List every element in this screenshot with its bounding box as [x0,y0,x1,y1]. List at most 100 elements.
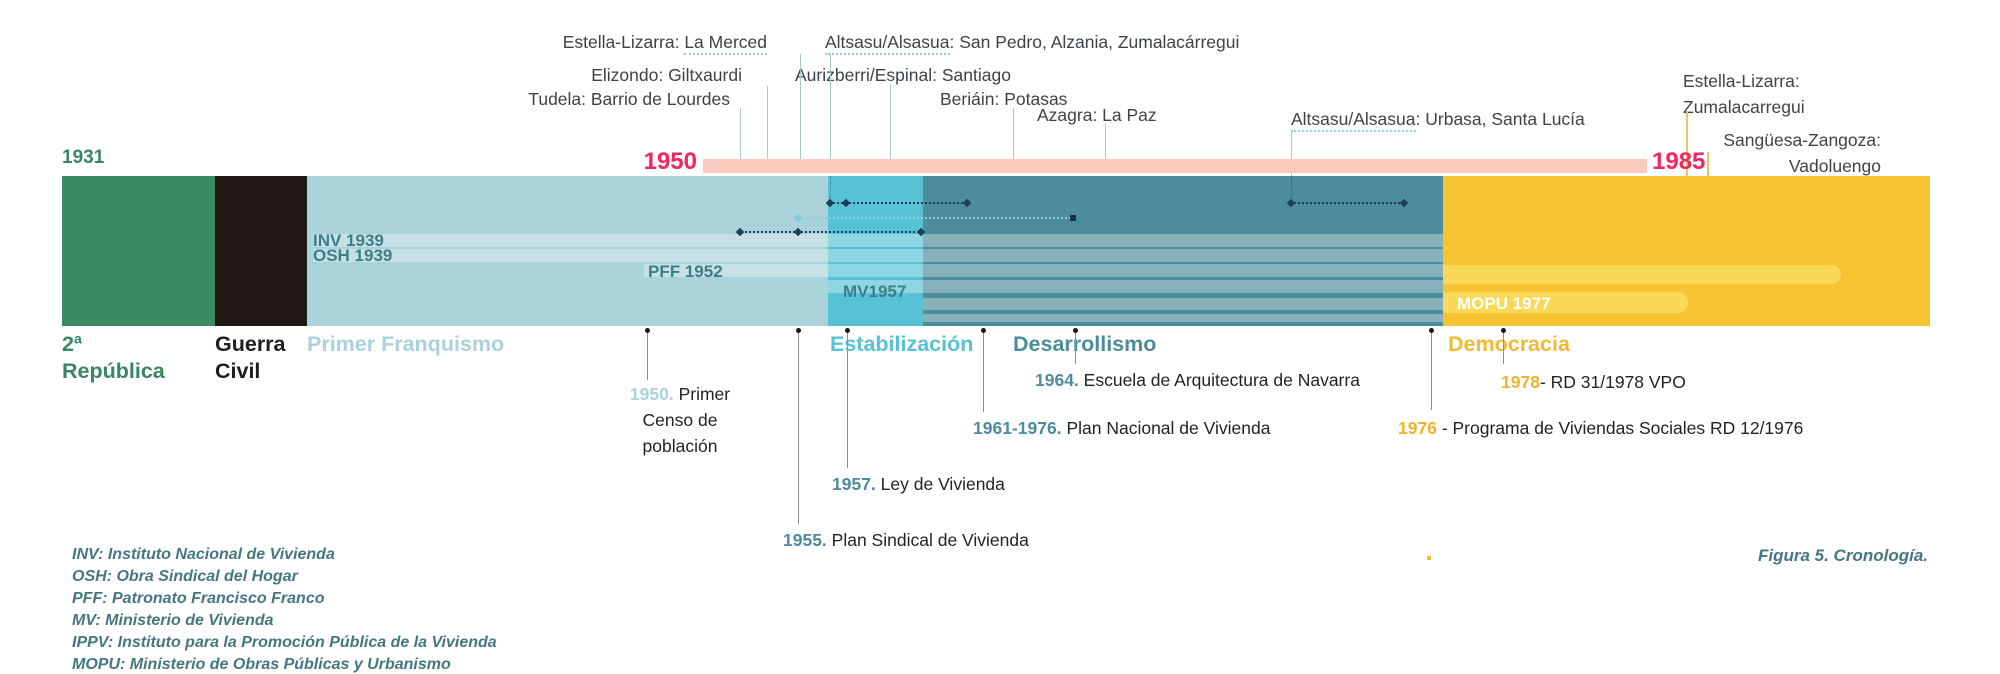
range-stub-line [1291,176,1292,202]
annotation-altsasu-urbasa: Altsasu/Alsasua: Urbasa, Santa Lucía [1291,109,1585,132]
event-1978-vpo: 1978- RD 31/1978 VPO [1501,369,1686,395]
range-end-label: 1985 [1652,148,1706,175]
event-text: - RD 31/1978 VPO [1539,372,1686,392]
period-label-line: Civil [215,359,261,383]
annotation-text: Zumalacarregui [1683,97,1805,117]
event-year: 1961-1976. [973,418,1062,438]
connector-line [1707,152,1709,176]
event-dot [845,328,850,333]
annotation-estella-la-merced: Estella-Lizarra: La Merced [563,32,767,55]
legend-item-ippv: IPPV: Instituto para la Promoción Públic… [72,634,497,651]
institution-label-inv: INV 1939 [313,231,384,250]
event-line [847,330,848,468]
event-line [1503,330,1504,364]
annotation-text: Vadoluengo [1788,156,1881,176]
range-marker [1070,215,1076,221]
event-1950-censo: 1950. Primer Censo de población [600,381,760,459]
legend-item-mopu: MOPU: Ministerio de Obras Públicas y Urb… [72,656,451,673]
period-label-primer-franquismo: Primer Franquismo [307,332,505,356]
event-1955-plan-sindical: 1955. Plan Sindical de Vivienda [783,527,1029,553]
range-stub-line [830,176,831,202]
range-dotted-line [798,217,1075,219]
event-text-line: 1950. Primer [600,381,760,407]
event-year: 1950. [629,384,674,404]
institution-stripe-pff [644,264,1443,277]
range-dotted-line [740,231,923,233]
event-dot [1073,328,1078,333]
range-band [703,159,1647,173]
annotation-aurizberri: Aurizberri/Espinal: Santiago [795,65,1011,85]
event-year: 1978 [1501,372,1540,392]
connector-line [1105,124,1106,159]
annotation-text: Sangüesa-Zangoza: [1723,130,1881,150]
period-label-desarrollismo: Desarrollismo [1013,332,1157,356]
annotation-highlight: Altsasu/Alsasua [1291,109,1416,132]
figure-caption: Figura 5. Cronología. [1757,546,1928,565]
annotation-highlight: Altsasu/Alsasua [825,32,950,55]
institution-stripe [923,298,1443,310]
event-line [983,330,984,412]
event-dot [1501,328,1506,333]
institution-label-osh: OSH 1939 [313,246,393,265]
connector-line [1686,112,1688,176]
legend-item-mv: MV: Ministerio de Vivienda [72,612,274,629]
legend-item-osh: OSH: Obra Sindical del Hogar [72,568,298,585]
event-text-line: Censo de [642,410,718,430]
event-text: Primer [678,384,731,404]
event-year: 1976 [1398,418,1437,438]
annotation-text: : Urbasa, Santa Lucía [1415,109,1585,129]
connector-line [830,54,831,159]
annotation-beriain: Beriáin: Potasas [940,89,1068,109]
legend-item-inv: INV: Instituto Nacional de Vivienda [72,546,335,563]
event-line [1075,330,1076,364]
annotation-sanguesa: Sangüesa-Zangoza: Vadoluengo [1723,127,1881,179]
period-segment-desarrollismo [923,176,1443,326]
event-text-line: población [642,436,718,456]
event-1976-programa: 1976 - Programa de Viviendas Sociales RD… [1398,415,1803,441]
connector-line [767,86,768,159]
event-year: 1957. [832,474,876,494]
institution-label-mv: MV1957 [843,282,907,301]
institution-stripe-mv [828,280,1443,293]
annotation-highlight: La Merced [684,32,767,55]
connector-line [1013,108,1014,159]
annotation-azagra: Azagra: La Paz [1037,105,1157,125]
institution-stripe [923,314,1443,322]
event-dot [981,328,986,333]
connector-line [890,84,891,159]
event-text: Escuela de Arquitectura de Navarra [1083,370,1360,390]
range-start-label: 1950 [643,148,697,175]
period-label-democracia: Democracia [1448,332,1570,356]
event-year: 1964. [1035,370,1079,390]
period-label-line: Guerra [215,332,286,356]
event-text: Plan Sindical de Vivienda [831,530,1029,550]
period-label-line: 2ª [62,332,82,356]
annotation-text: : San Pedro, Alzania, Zumalacárregui [949,32,1240,52]
event-dot [796,328,801,333]
connector-line [1291,131,1292,176]
range-dotted-line [1291,202,1407,204]
period-label-line: República [62,359,165,383]
connector-line [800,54,801,159]
event-1957-ley-vivienda: 1957. Ley de Vivienda [832,471,1005,497]
event-1961-plan-nacional: 1961-1976. Plan Nacional de Vivienda [973,415,1270,441]
institution-label-mopu: MOPU 1977 [1457,294,1551,313]
event-dot [645,328,650,333]
period-segment-guerra-civil [215,176,307,326]
institution-stripe-ippv [1443,265,1841,284]
connector-line [740,108,741,159]
event-dot [1429,328,1434,333]
period-segment-republica [62,176,215,326]
institution-label-pff: PFF 1952 [648,262,723,281]
event-1964-escuela: 1964. Escuela de Arquitectura de Navarra [1035,367,1360,393]
period-label-estabilizacion: Estabilización [830,332,974,356]
annotation-elizondo: Elizondo: Giltxaurdi [591,65,742,85]
decorative-dot [1427,556,1431,560]
event-year: 1955. [783,530,827,550]
event-text: - Programa de Viviendas Sociales RD 12/1… [1441,418,1804,438]
annotation-estella-zumalacarregui: Estella-Lizarra: Zumalacarregui [1683,68,1805,120]
annotation-tudela: Tudela: Barrio de Lourdes [528,89,730,109]
institution-stripe-osh [313,249,1443,262]
legend-item-pff: PFF: Patronato Francisco Franco [72,590,325,607]
